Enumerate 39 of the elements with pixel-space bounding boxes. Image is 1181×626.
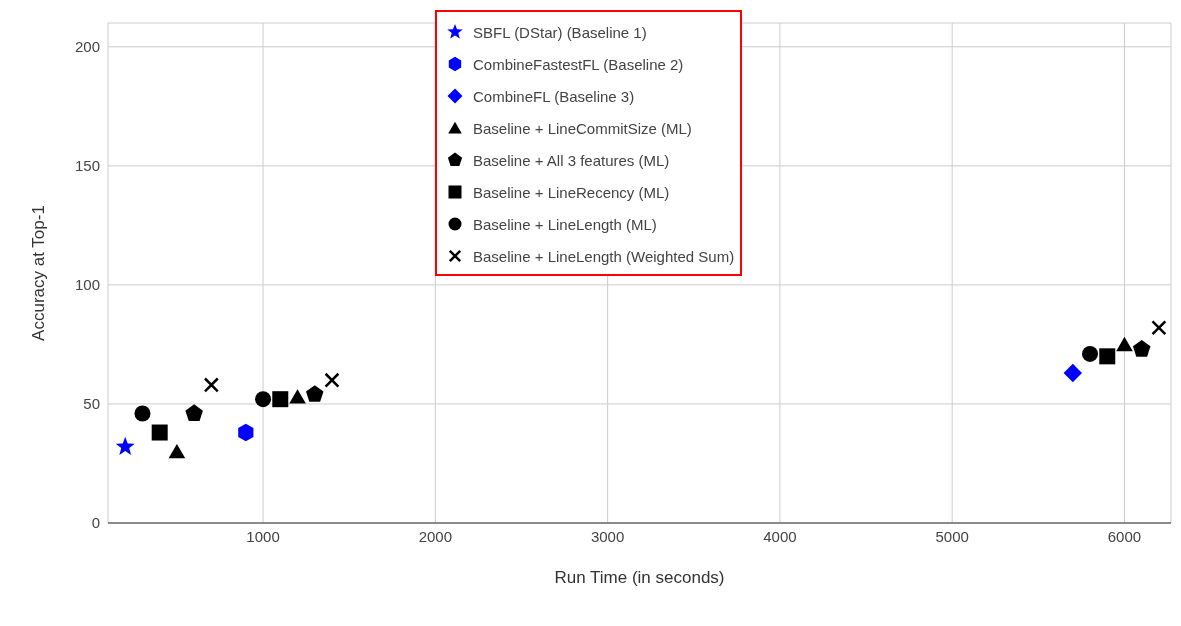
y-tick-label: 0 [91,514,100,532]
y-tick-label: 50 [83,395,100,413]
x-tick-label: 1000 [246,527,280,545]
legend-label: CombineFastestFL (Baseline 2) [473,55,684,73]
legend-label: Baseline + LineLength (Weighted Sum) [473,247,735,265]
point [203,377,220,393]
x-tick-label: 5000 [935,527,969,545]
x-tick-label: 4000 [763,527,797,545]
point [305,385,324,402]
legend-label: SBFL (DStar) (Baseline 1) [473,23,647,41]
point [168,443,186,459]
point [272,391,289,408]
x-tick-label: 2000 [418,527,453,545]
x-tick-label: 6000 [1107,527,1142,545]
point [1063,363,1082,383]
x-axis-title: Run Time (in seconds) [554,568,725,587]
point [151,424,168,441]
y-tick-label: 150 [74,157,100,175]
point [289,389,306,404]
point [185,404,203,421]
y-tick-label: 100 [74,276,100,294]
point [1082,345,1099,362]
point [1099,348,1116,365]
legend-label: Baseline + LineRecency (ML) [473,183,670,201]
point [115,436,135,455]
legend-label: Baseline + LineLength (ML) [473,215,657,233]
x-tick-label: 3000 [590,527,625,545]
point [1132,339,1151,357]
point [238,423,254,442]
legend-label: Baseline + LineCommitSize (ML) [473,119,692,137]
y-tick-label: 200 [74,38,100,56]
point [324,372,340,388]
point [1151,320,1167,336]
legend-label: Baseline + All 3 features (ML) [473,151,670,169]
point [1116,336,1133,352]
point [134,405,151,422]
y-axis-title: Accuracy at Top-1 [29,205,49,341]
legend-label: CombineFL (Baseline 3) [473,87,635,105]
point [255,391,272,408]
